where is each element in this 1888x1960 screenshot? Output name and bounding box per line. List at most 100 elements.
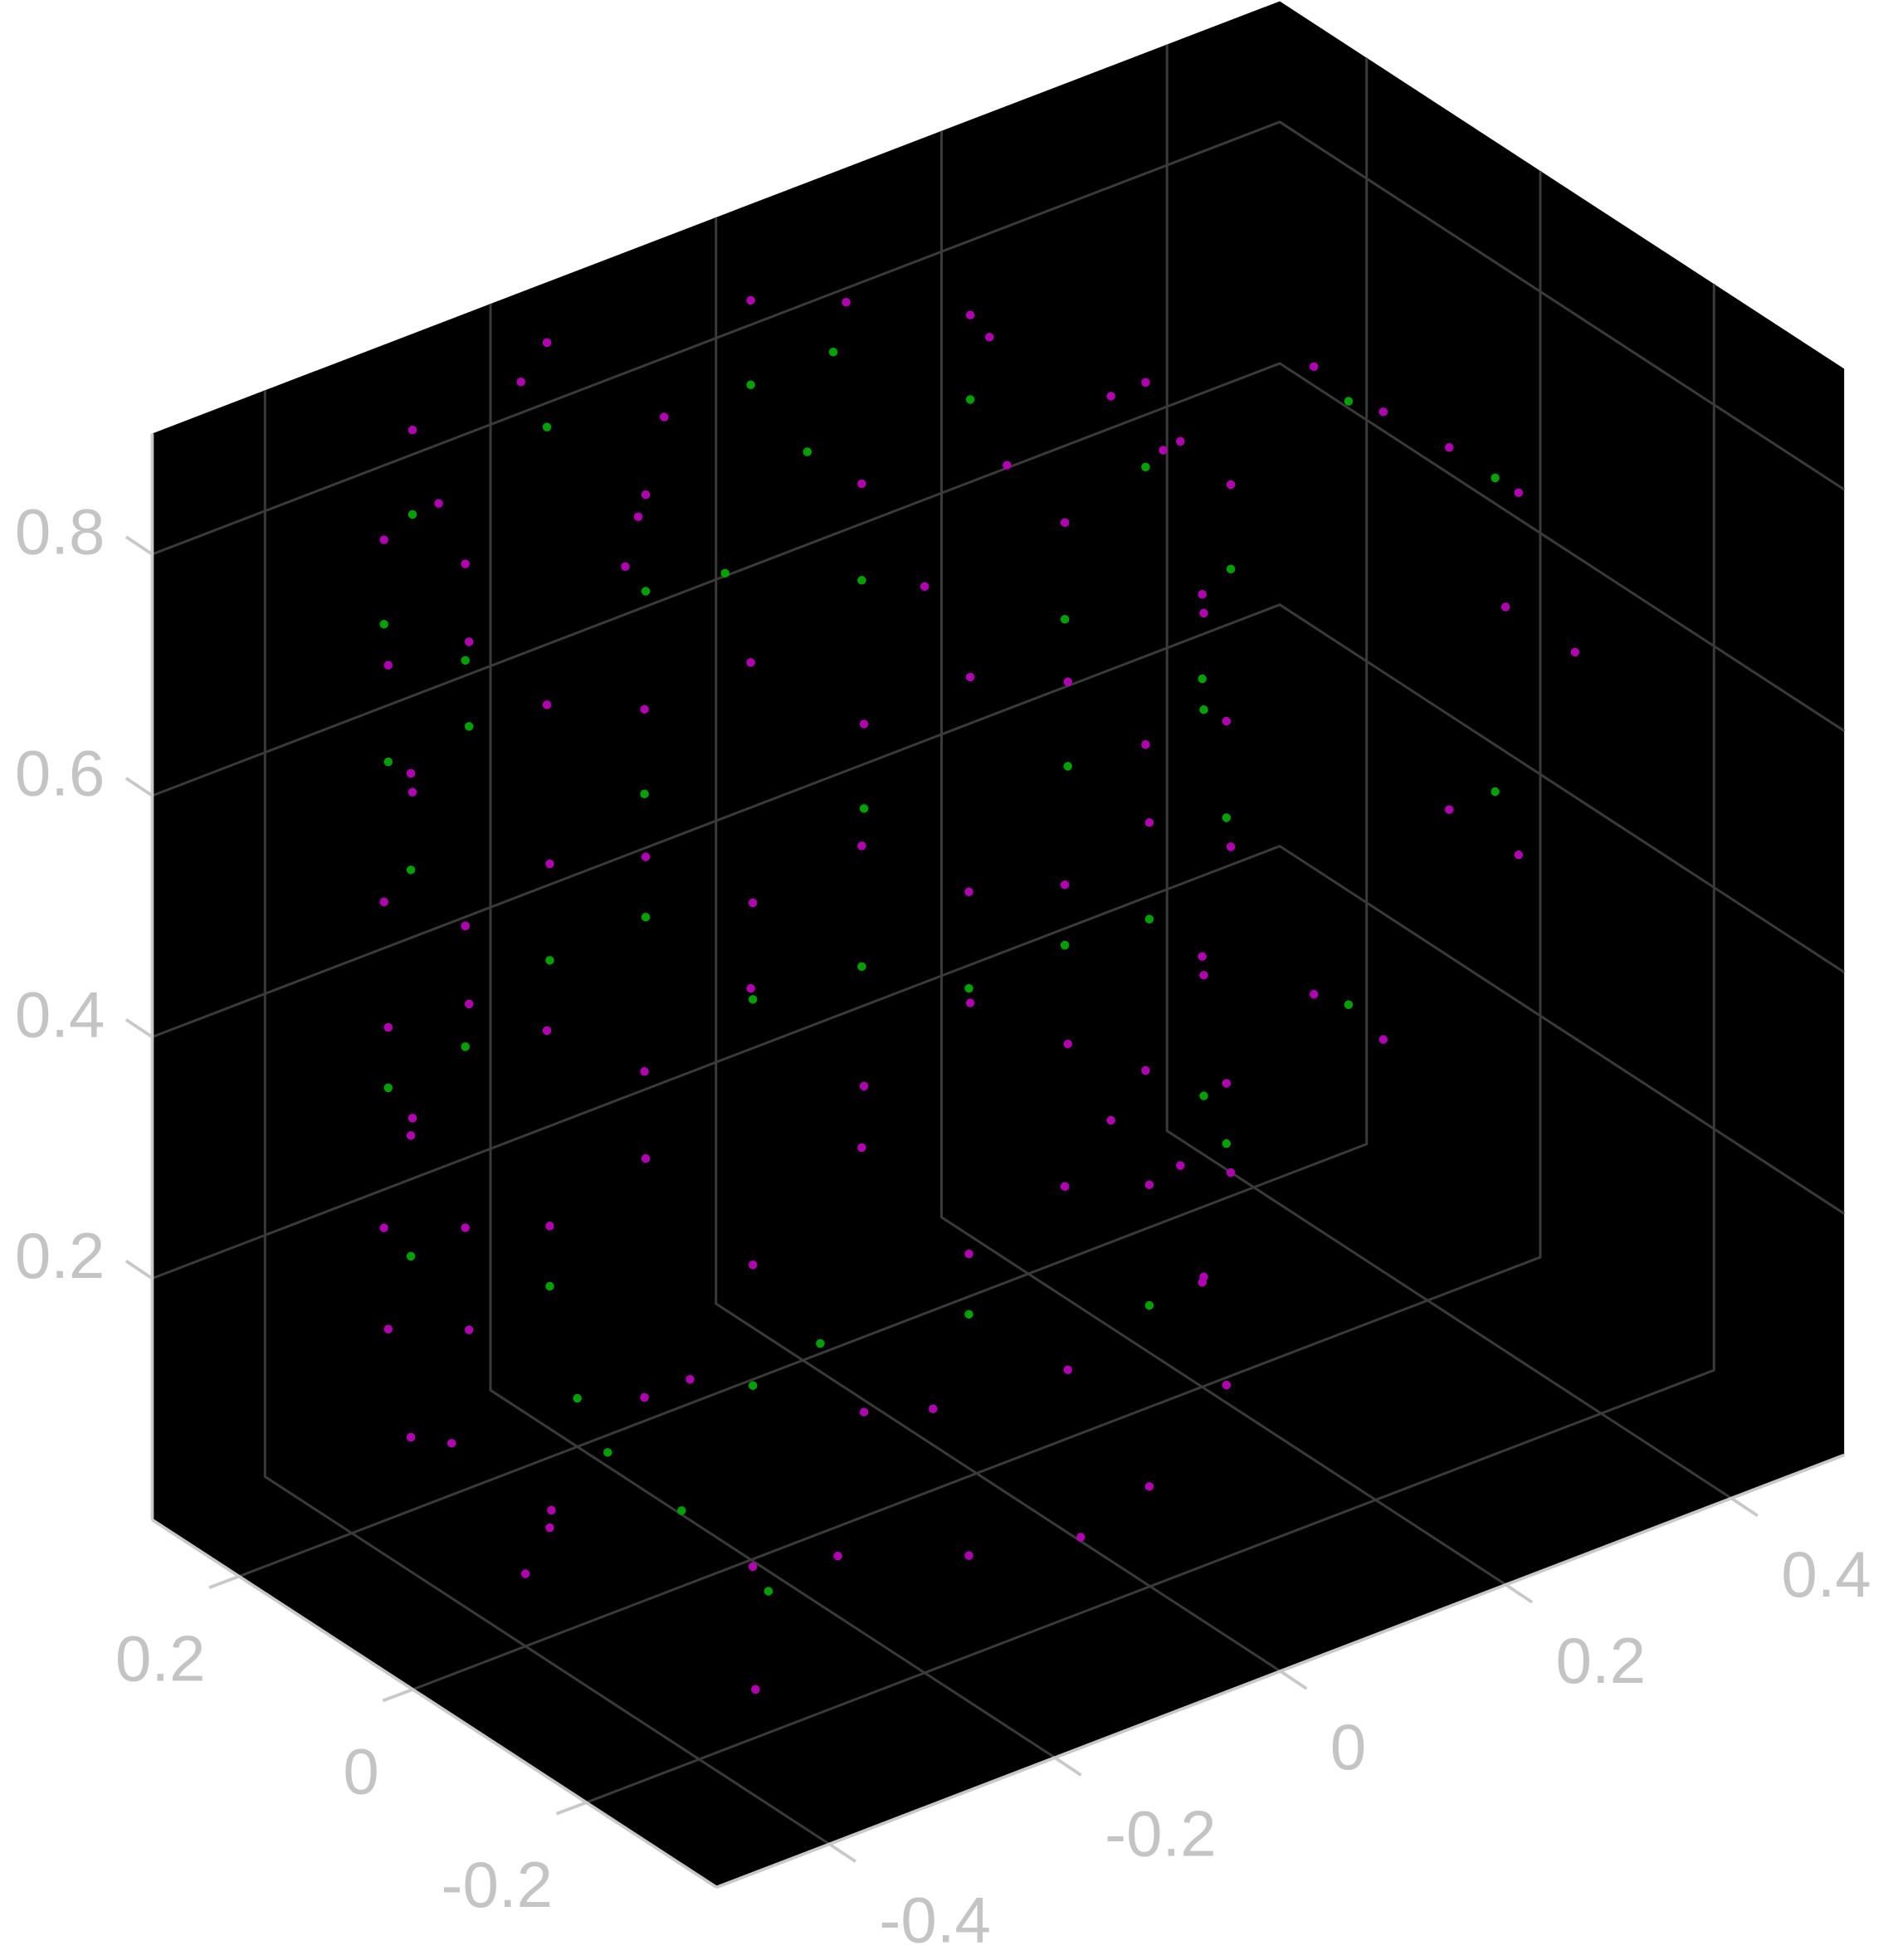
point — [964, 1551, 973, 1560]
z-tick — [124, 777, 154, 797]
point — [464, 1325, 474, 1334]
x-tick-label: -0.2 — [442, 1848, 554, 1921]
point — [1198, 590, 1207, 599]
z-tick — [124, 1018, 154, 1039]
point — [965, 395, 975, 404]
point — [406, 865, 416, 875]
point — [406, 1432, 416, 1442]
x-tick — [208, 1574, 240, 1589]
point — [1226, 480, 1236, 490]
point — [746, 983, 755, 993]
point — [545, 956, 554, 965]
point — [1445, 805, 1454, 814]
point — [640, 705, 649, 714]
point — [857, 576, 866, 585]
point — [379, 535, 388, 544]
point — [842, 297, 851, 307]
point — [1309, 989, 1319, 999]
point — [920, 582, 929, 592]
point — [641, 912, 651, 922]
point — [545, 1523, 554, 1533]
point — [748, 1381, 758, 1390]
x-tick — [382, 1688, 413, 1703]
plot-background — [152, 1, 1845, 1888]
x-axis-line — [151, 1518, 718, 1889]
point — [1060, 615, 1070, 624]
point — [964, 887, 973, 897]
point — [1198, 952, 1207, 961]
z-tick — [124, 1260, 154, 1280]
point — [1490, 787, 1500, 797]
point — [1199, 705, 1208, 714]
y-tick-label: -0.2 — [1105, 1797, 1217, 1870]
y-tick — [1505, 1583, 1534, 1604]
point — [859, 1081, 869, 1091]
point — [746, 295, 755, 305]
grid-line — [151, 120, 1845, 556]
point — [964, 983, 973, 993]
point — [520, 1569, 530, 1578]
point — [633, 512, 643, 521]
x-tick-label: 0.2 — [115, 1621, 206, 1694]
z-tick-label: 0.8 — [15, 495, 105, 568]
point — [965, 672, 975, 682]
point — [1144, 914, 1154, 924]
y-tick-label: 0.2 — [1556, 1624, 1647, 1697]
point — [1060, 1182, 1070, 1192]
point — [379, 1223, 388, 1232]
point — [461, 656, 470, 666]
z-tick — [124, 535, 154, 556]
point — [929, 1404, 938, 1414]
point — [1222, 1079, 1232, 1088]
point — [1344, 1000, 1354, 1010]
point — [1144, 1482, 1154, 1491]
grid-line — [151, 844, 1845, 1280]
point — [641, 490, 651, 500]
point — [746, 380, 755, 389]
point — [434, 499, 443, 508]
point — [859, 1407, 869, 1416]
y-tick — [1279, 1670, 1308, 1690]
point — [1445, 443, 1454, 452]
grid-line — [151, 362, 1845, 797]
point — [1378, 407, 1388, 417]
point — [1141, 378, 1150, 388]
point — [1060, 940, 1070, 950]
point — [407, 1114, 417, 1123]
point — [720, 568, 729, 578]
point — [1490, 473, 1500, 483]
point — [1222, 813, 1232, 822]
grid-line — [151, 603, 1845, 1039]
point — [1063, 1039, 1072, 1049]
point — [748, 1260, 758, 1270]
point — [964, 1309, 973, 1319]
point — [446, 1438, 456, 1448]
x-tick — [555, 1801, 588, 1816]
z-tick-label: 0.2 — [15, 1219, 105, 1292]
point — [985, 332, 994, 342]
point — [516, 378, 525, 387]
point — [965, 998, 975, 1007]
point — [859, 804, 869, 813]
point — [964, 1249, 973, 1259]
point — [383, 1324, 393, 1333]
point — [1199, 608, 1208, 618]
point — [1063, 1365, 1072, 1375]
point — [1176, 1161, 1185, 1170]
point — [407, 510, 417, 519]
point — [1060, 880, 1070, 890]
point — [748, 898, 758, 908]
x-tick-label: 0 — [343, 1735, 378, 1808]
point — [1144, 1180, 1154, 1189]
point — [1198, 674, 1207, 684]
point — [1144, 1300, 1154, 1310]
point — [603, 1448, 612, 1457]
point — [746, 658, 755, 667]
y-tick-label: 0 — [1330, 1710, 1366, 1783]
point — [464, 999, 474, 1009]
point — [1060, 518, 1070, 528]
point — [383, 1083, 393, 1093]
point — [1176, 436, 1185, 446]
point — [542, 338, 552, 348]
point — [383, 757, 393, 767]
